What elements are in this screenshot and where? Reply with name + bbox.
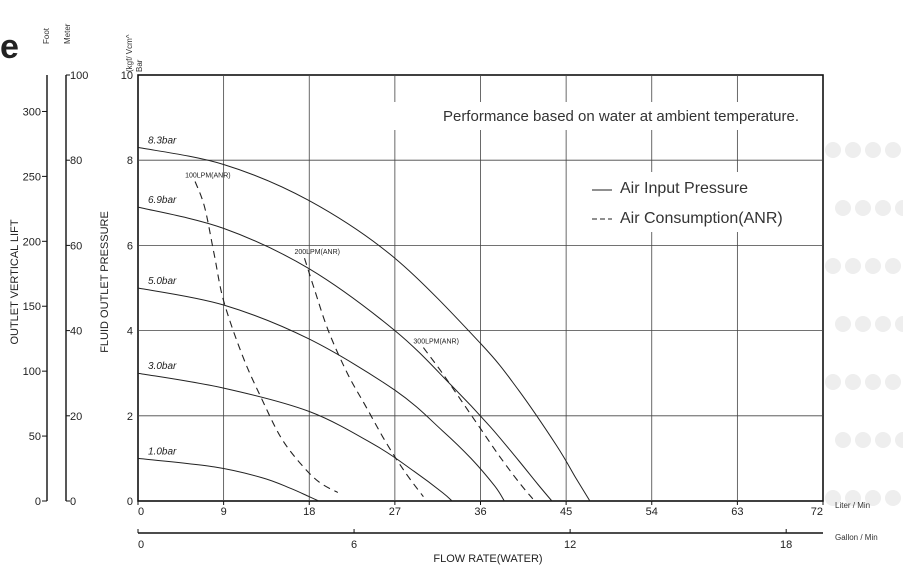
background-dot [825,374,841,390]
meter-tick-label: 20 [70,411,82,423]
series-label-1-0bar: 1.0bar [148,446,177,457]
background-dot [825,258,841,274]
series-line-8-3bar [137,146,591,502]
y-axis: 0 2 4 6 8 10 [121,70,133,508]
background-dot [845,258,861,274]
x-tick-label: 72 [811,506,823,518]
series-line-1-0bar [137,457,320,502]
x-axis-title: FLOW RATE(WATER) [433,553,542,565]
background-dot [855,432,871,448]
plot-grid [138,75,823,501]
y-tick-label: 10 [121,70,133,82]
foot-tick-label: 250 [23,171,41,183]
gallon-tick-label: 18 [780,539,792,551]
x-axis: 0 9 18 27 36 45 54 63 72 0 6 12 18 [137,501,824,551]
background-dot [865,258,881,274]
y-axis-unit-bottom: Bar [135,59,144,72]
x-tick-label: 27 [389,506,401,518]
foot-tick-label: 0 [35,496,41,508]
y-tick-label: 4 [127,326,133,338]
y-tick-label: 0 [127,496,133,508]
series-line-200lpm-anr [303,258,424,498]
background-dot-pattern [825,142,903,506]
background-dot [865,374,881,390]
background-dot [855,316,871,332]
background-dot [865,142,881,158]
x-tick-label: 0 [138,506,144,518]
foot-tick-label: 150 [23,301,41,313]
background-dot [825,490,841,506]
foot-unit-label: Foot [42,27,51,44]
meter-tick-label: 0 [70,496,76,508]
series-line-5-0bar [137,287,505,502]
background-dot [845,142,861,158]
x-primary-unit: Liter / Min [835,501,870,510]
y-tick-label: 2 [127,411,133,423]
series-label-6-9bar: 6.9bar [148,195,177,206]
legend-item-air-input-pressure: Air Input Pressure [620,180,748,197]
series-line-6-9bar [137,206,553,502]
x-tick-label: 54 [646,506,658,518]
meter-tick-label: 40 [70,326,82,338]
background-dot [845,374,861,390]
background-dot [835,316,851,332]
header-glyph: e [0,28,19,66]
series-line-100lpm-anr [194,181,339,493]
foot-tick-label: 200 [23,236,41,248]
y-axis-unit-top: (kgf/ Vcm^ [125,34,134,72]
meter-tick-label: 100 [70,70,88,82]
legend-item-air-consumption: Air Consumption(ANR) [620,210,783,227]
x-secondary-unit: Gallon / Min [835,533,878,542]
x-tick-label: 18 [303,506,315,518]
background-dot [875,432,891,448]
gallon-tick-label: 12 [564,539,576,551]
series-label-200lpm-anr: 200LPM(ANR) [294,249,340,256]
legend-background [585,172,810,232]
background-dot [895,432,903,448]
background-dot [885,374,901,390]
y-tick-label: 8 [127,155,133,167]
background-dot [885,142,901,158]
background-dot [825,142,841,158]
background-dot [875,200,891,216]
x-tick-label: 36 [474,506,486,518]
foot-tick-label: 100 [23,366,41,378]
background-dot [835,432,851,448]
background-dot [895,316,903,332]
performance-curves: 8.3bar 6.9bar 5.0bar 3.0bar 1.0bar 100LPM(ANR… [137,135,591,502]
background-dot [875,316,891,332]
x-tick-label: 9 [221,506,227,518]
gallon-tick-label: 0 [138,539,144,551]
background-dot [855,200,871,216]
background-dot [895,200,903,216]
meter-tick-label: 80 [70,155,82,167]
annotation-background [380,102,804,130]
series-label-300lpm-anr: 300LPM(ANR) [413,339,459,346]
x-tick-label: 45 [560,506,572,518]
background-dot [845,490,861,506]
chart-annotation: Performance based on water at ambient te… [443,108,799,125]
series-line-300lpm-anr [422,347,534,500]
foot-tick-label: 50 [29,431,41,443]
series-label-8-3bar: 8.3bar [148,135,177,146]
y-axis-title: FLUID OUTLET PRESSURE [99,211,111,353]
meter-unit-label: Meter [63,23,72,44]
background-dot [885,490,901,506]
background-dot [865,490,881,506]
foot-tick-label: 300 [23,106,41,118]
background-dot [885,258,901,274]
lift-axis-title: OUTLET VERTICAL LIFT [9,219,21,344]
y-tick-label: 6 [127,240,133,252]
series-line-3-0bar [137,372,453,502]
background-dot [835,200,851,216]
series-label-100lpm-anr: 100LPM(ANR) [185,173,231,180]
legend: Air Input Pressure Air Consumption(ANR) [585,172,810,232]
meter-tick-label: 60 [70,240,82,252]
x-tick-label: 63 [731,506,743,518]
series-label-3-0bar: 3.0bar [148,361,177,372]
series-label-5-0bar: 5.0bar [148,276,177,287]
gallon-tick-label: 6 [351,539,357,551]
lift-axes: 0 50 100 150 200 250 300 0 20 40 60 80 100 [23,70,89,508]
